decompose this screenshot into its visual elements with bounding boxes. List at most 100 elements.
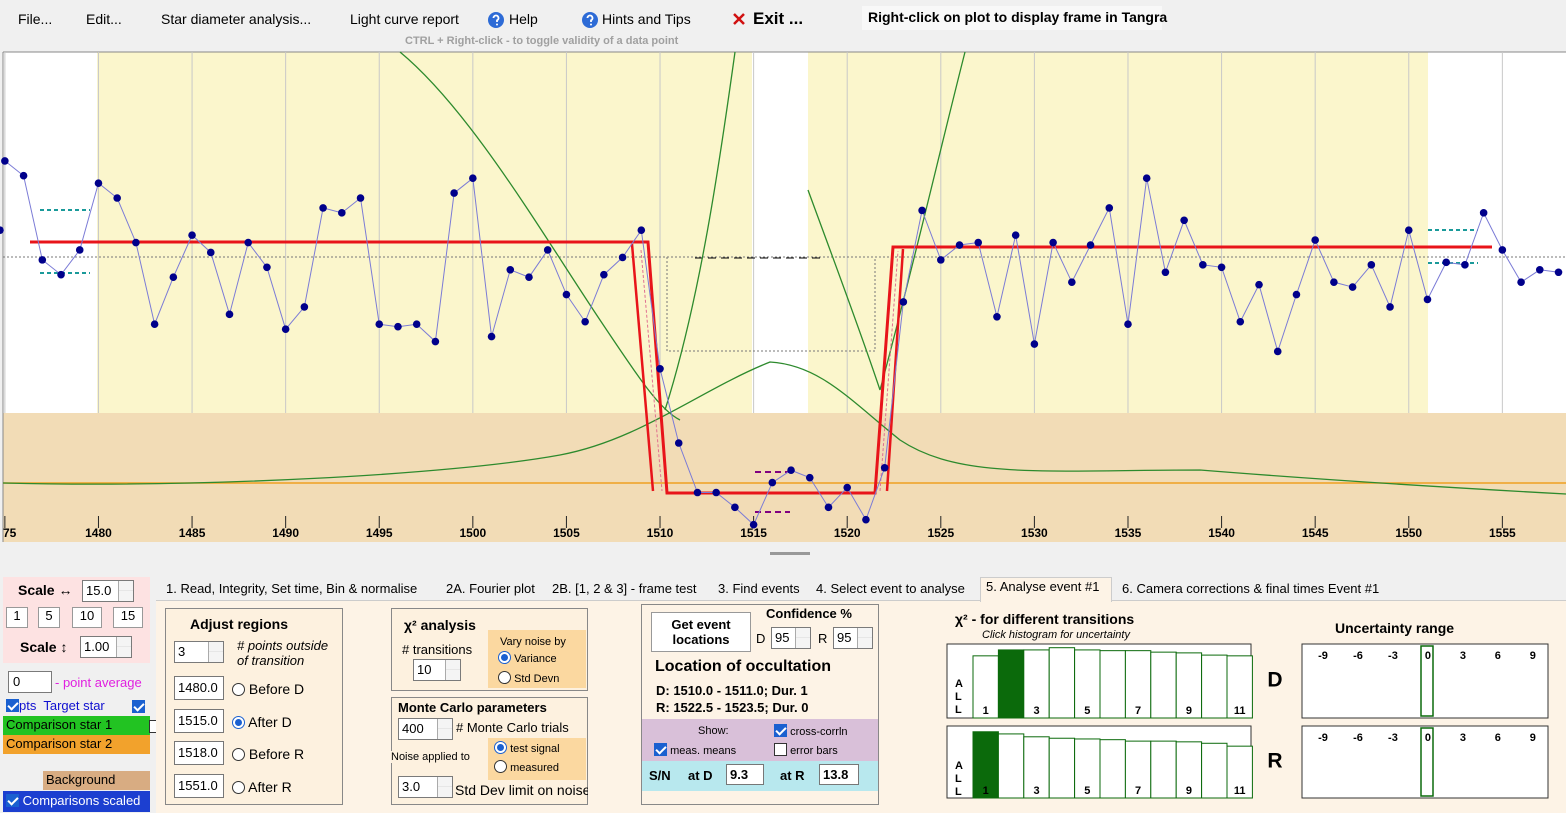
menu-help[interactable]: Help bbox=[509, 11, 538, 27]
histogram-bar bbox=[1175, 652, 1203, 719]
at-d-label: at D bbox=[688, 768, 713, 783]
r-confidence[interactable]: 95 bbox=[833, 627, 873, 649]
region-value[interactable]: 1551.0 bbox=[174, 773, 224, 798]
tab[interactable]: 4. Select event to analyse bbox=[816, 581, 965, 596]
checkbox[interactable] bbox=[6, 794, 19, 807]
average-dropdown[interactable]: 0 bbox=[8, 671, 52, 693]
radio[interactable] bbox=[498, 651, 511, 664]
scale-h-value: 15.0 bbox=[86, 583, 112, 598]
bar-label: 9 bbox=[1186, 705, 1192, 717]
tab[interactable]: 1. Read, Integrity, Set time, Bin & norm… bbox=[166, 581, 418, 596]
scale-button[interactable]: 15 bbox=[113, 607, 143, 628]
get-locations-button[interactable]: Get event locations bbox=[651, 612, 751, 652]
data-point bbox=[1348, 283, 1357, 291]
histogram-bar bbox=[1201, 742, 1228, 799]
target-row: pts Target star bbox=[6, 698, 105, 713]
x-tick-label: 1500 bbox=[459, 526, 486, 540]
at-r-label: at R bbox=[780, 768, 805, 783]
data-point bbox=[412, 320, 421, 329]
data-point bbox=[693, 488, 702, 497]
scale-button[interactable]: 10 bbox=[72, 607, 102, 628]
limit-spinner[interactable]: 3.0 bbox=[398, 776, 453, 798]
menu-edit[interactable]: Edit... bbox=[86, 11, 122, 27]
all-letter: A bbox=[955, 760, 963, 772]
scale-button[interactable]: 5 bbox=[38, 607, 60, 628]
data-point bbox=[1292, 290, 1301, 299]
r-confidence-value: 95 bbox=[837, 630, 852, 645]
tab[interactable]: 2A. Fourier plot bbox=[446, 581, 535, 596]
tab[interactable]: 2B. [1, 2 & 3] - frame test bbox=[552, 581, 697, 596]
bar-label: 3 bbox=[1033, 785, 1039, 797]
checkbox[interactable] bbox=[654, 743, 667, 756]
checkbox[interactable] bbox=[6, 699, 19, 712]
radio[interactable] bbox=[232, 715, 245, 729]
uncertainty-tick-label: 0 bbox=[1425, 650, 1431, 662]
uncertainty-tick-label: 9 bbox=[1530, 650, 1536, 662]
transitions-spinner[interactable]: 10 bbox=[413, 659, 461, 681]
tab[interactable]: 5. Analyse event #1 bbox=[986, 579, 1100, 594]
radio[interactable] bbox=[232, 748, 245, 761]
menu-report[interactable]: Light curve report bbox=[350, 11, 459, 27]
stddev-label: Std Devn bbox=[514, 673, 560, 685]
data-point bbox=[880, 463, 889, 472]
tab[interactable]: 6. Camera corrections & final times Even… bbox=[1122, 581, 1380, 596]
data-point bbox=[600, 270, 608, 279]
checkbox[interactable] bbox=[774, 724, 787, 737]
radio[interactable] bbox=[232, 780, 245, 794]
histogram-area[interactable]: A L L 1 3 5 7 9 11D-9 -6 -3 0 3 6 9A L L 1 3 5 7 9 11R-9 -6 -3 0 3… bbox=[940, 640, 1560, 805]
test-option[interactable]: test signal bbox=[494, 741, 560, 755]
x-tick-label: 1510 bbox=[647, 526, 674, 540]
uncertainty-tick-label: -3 bbox=[1388, 732, 1398, 744]
variance-option[interactable]: Variance bbox=[498, 651, 557, 665]
menu-exit[interactable]: Exit ... bbox=[753, 9, 804, 28]
menu-star-diameter[interactable]: Star diameter analysis... bbox=[161, 11, 312, 27]
data-point bbox=[506, 265, 515, 274]
trials-spinner[interactable]: 400 bbox=[398, 718, 453, 740]
stddev-option[interactable]: Std Devn bbox=[498, 671, 559, 685]
points-spinner[interactable]: 3 bbox=[174, 641, 224, 663]
errors-option[interactable]: error bars bbox=[774, 743, 838, 757]
region-option[interactable]: Before D bbox=[232, 681, 304, 697]
region-markers bbox=[40, 209, 1478, 274]
x-tick-label: 1555 bbox=[1489, 526, 1516, 540]
splitter[interactable] bbox=[770, 552, 810, 555]
region-value[interactable]: 1480.0 bbox=[174, 676, 224, 700]
scale-v-spinner[interactable]: 1.00 bbox=[80, 636, 132, 658]
data-point bbox=[319, 204, 327, 212]
menu-hints[interactable]: Hints and Tips bbox=[602, 11, 691, 27]
transitions-label: # transitions bbox=[402, 642, 473, 657]
histogram-bar bbox=[1201, 654, 1228, 719]
tab[interactable]: 3. Find events bbox=[718, 581, 800, 596]
background-band bbox=[3, 413, 1566, 542]
checkbox[interactable] bbox=[774, 743, 787, 756]
data-point bbox=[394, 322, 402, 331]
scale-h-spinner[interactable]: 15.0 bbox=[82, 580, 134, 602]
data-point bbox=[1030, 340, 1039, 348]
region-option[interactable]: Before R bbox=[232, 746, 304, 762]
region-option[interactable]: After D bbox=[232, 714, 292, 730]
histogram-bar bbox=[1048, 647, 1076, 719]
menu-file[interactable]: File... bbox=[18, 11, 53, 27]
means-option[interactable]: meas. means bbox=[654, 743, 736, 757]
radio[interactable] bbox=[498, 671, 511, 684]
all-letter: A bbox=[955, 678, 963, 690]
checkbox[interactable] bbox=[132, 700, 145, 713]
radio[interactable] bbox=[232, 683, 245, 696]
histogram-bar bbox=[1048, 737, 1076, 799]
radio[interactable] bbox=[494, 741, 507, 754]
scale-button[interactable]: 1 bbox=[6, 607, 28, 628]
trials-value: 400 bbox=[402, 721, 424, 736]
measured-option[interactable]: measured bbox=[494, 760, 559, 774]
region-value[interactable]: 1518.0 bbox=[174, 741, 224, 765]
d-confidence[interactable]: 95 bbox=[771, 627, 811, 649]
bar-label: 5 bbox=[1084, 785, 1090, 797]
row-label: R bbox=[1267, 750, 1282, 773]
region-value[interactable]: 1515.0 bbox=[174, 708, 224, 733]
cross-label: cross-corrln bbox=[790, 726, 848, 738]
light-curve-plot[interactable]: 75 1480 1485 1490 1495 1500 1505 1510 1515 1520 15… bbox=[0, 0, 1566, 560]
data-point bbox=[974, 238, 983, 247]
data-point bbox=[132, 238, 140, 247]
radio[interactable] bbox=[494, 760, 507, 773]
cross-option[interactable]: cross-corrln bbox=[774, 724, 848, 738]
region-option[interactable]: After R bbox=[232, 779, 292, 795]
